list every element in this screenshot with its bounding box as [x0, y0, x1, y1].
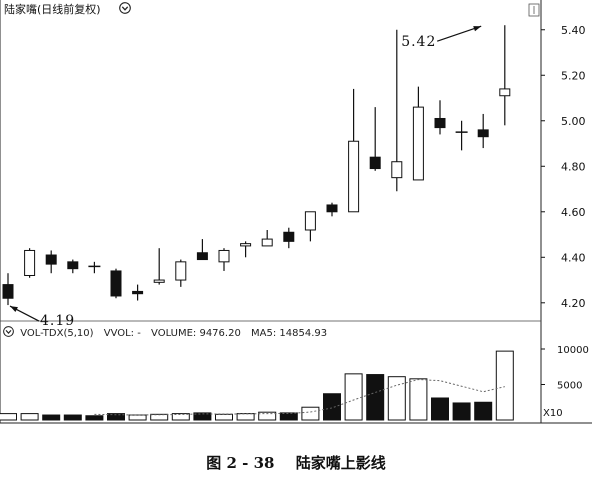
candle [3, 273, 13, 305]
candle-body-up [154, 280, 164, 282]
candle [133, 285, 143, 301]
candle [241, 241, 251, 257]
candle-body-down [370, 157, 380, 168]
chevron-down-icon[interactable] [119, 2, 131, 14]
volume-bar-down [432, 398, 449, 420]
ma5-value: MA5: 14854.93 [251, 328, 327, 339]
candle [88, 262, 100, 273]
price-tick-label: 4.20 [561, 297, 586, 310]
candle-body-up [349, 141, 359, 212]
candle [219, 248, 229, 271]
price-annotations: 4.19 5.42 [10, 26, 481, 329]
volume-bar-up [0, 414, 17, 420]
candle [46, 250, 56, 273]
candle-body-up [241, 244, 251, 246]
candle [262, 230, 272, 246]
volume-value: VOLUME: 9476.20 [151, 328, 241, 339]
volume-bar-up [302, 407, 319, 420]
annotation-label: 5.42 [401, 34, 436, 50]
candle-body-down [3, 285, 13, 299]
price-tick-label: 5.00 [561, 115, 586, 128]
volume-bar-up [21, 414, 38, 420]
annotation-arrowhead [473, 26, 481, 31]
chart-title: 陆家嘴(日线前复权) [4, 1, 101, 17]
volume-bar-up [237, 414, 254, 420]
volume-axis: 10000 5000 X10 [541, 345, 589, 419]
price-tick-label: 5.20 [561, 69, 586, 82]
candle [111, 269, 121, 299]
volume-bars [0, 351, 513, 420]
candle-body-down [111, 271, 121, 296]
volume-tick-label: 5000 [557, 381, 582, 392]
candle [349, 89, 359, 212]
vvol-value: VVOL: - [104, 328, 141, 339]
volume-bar-down [64, 415, 81, 420]
price-candles [3, 25, 510, 305]
annotation-arrowhead [10, 306, 18, 312]
candle-body-up [500, 89, 510, 96]
candle [413, 87, 423, 180]
candle [284, 228, 294, 248]
volume-header: VOL-TDX(5,10) VVOL: - VOLUME: 9476.20 MA… [3, 326, 334, 339]
candle-body-up [305, 212, 315, 230]
candle-body-down [68, 262, 78, 269]
candle-body-down [327, 205, 337, 212]
price-tick-label: 4.60 [561, 206, 586, 219]
candle-body-up [219, 250, 229, 261]
volume-bar-up [496, 351, 513, 420]
candle [456, 121, 468, 151]
volume-bar-down [367, 375, 384, 420]
price-tick-label: 4.40 [561, 251, 586, 264]
candle [25, 248, 35, 278]
candle-body-up [176, 262, 186, 280]
candle [478, 114, 488, 148]
candle-body-down [435, 118, 445, 127]
candle-body-down [478, 130, 488, 137]
candle [68, 260, 78, 274]
volume-unit-label: X10 [543, 408, 563, 419]
chevron-down-icon[interactable] [3, 326, 14, 337]
price-tick-label: 5.40 [561, 24, 586, 37]
candle [435, 100, 445, 134]
figure-title: 陆家嘴上影线 [296, 454, 386, 472]
candle-body-down [197, 253, 207, 260]
volume-bar-up [345, 374, 362, 420]
volume-bar-down [86, 416, 103, 420]
candle [370, 107, 380, 171]
figure-number: 图 2 - 38 [206, 454, 274, 472]
volume-bar-down [324, 394, 341, 420]
volume-bar-up [216, 414, 233, 420]
candle [197, 239, 207, 259]
volume-bar-down [475, 402, 492, 420]
candle-body-up [25, 250, 35, 275]
candle [154, 248, 164, 284]
candle-body-down [46, 255, 56, 264]
candle-body-up [262, 239, 272, 246]
candle [305, 212, 315, 242]
volume-bar-up [129, 415, 146, 420]
candle [392, 30, 402, 192]
volume-bar-down [43, 415, 60, 420]
candle-body-up [413, 107, 423, 180]
volume-bar-down [453, 403, 470, 420]
candle-body-up [392, 162, 402, 178]
volume-indicator-name: VOL-TDX(5,10) [20, 328, 93, 339]
volume-bar-up [410, 379, 427, 420]
candle [176, 260, 186, 287]
candle-body-down [284, 232, 294, 241]
candle [327, 203, 337, 217]
volume-tick-label: 10000 [557, 345, 589, 356]
candle-body-down [133, 291, 143, 293]
figure-caption: 图 2 - 38 陆家嘴上影线 [0, 452, 592, 473]
candle [500, 25, 510, 125]
price-tick-label: 4.80 [561, 160, 586, 173]
price-axis: 5.40 5.20 5.00 4.80 4.60 4.40 4.20 [541, 24, 586, 310]
